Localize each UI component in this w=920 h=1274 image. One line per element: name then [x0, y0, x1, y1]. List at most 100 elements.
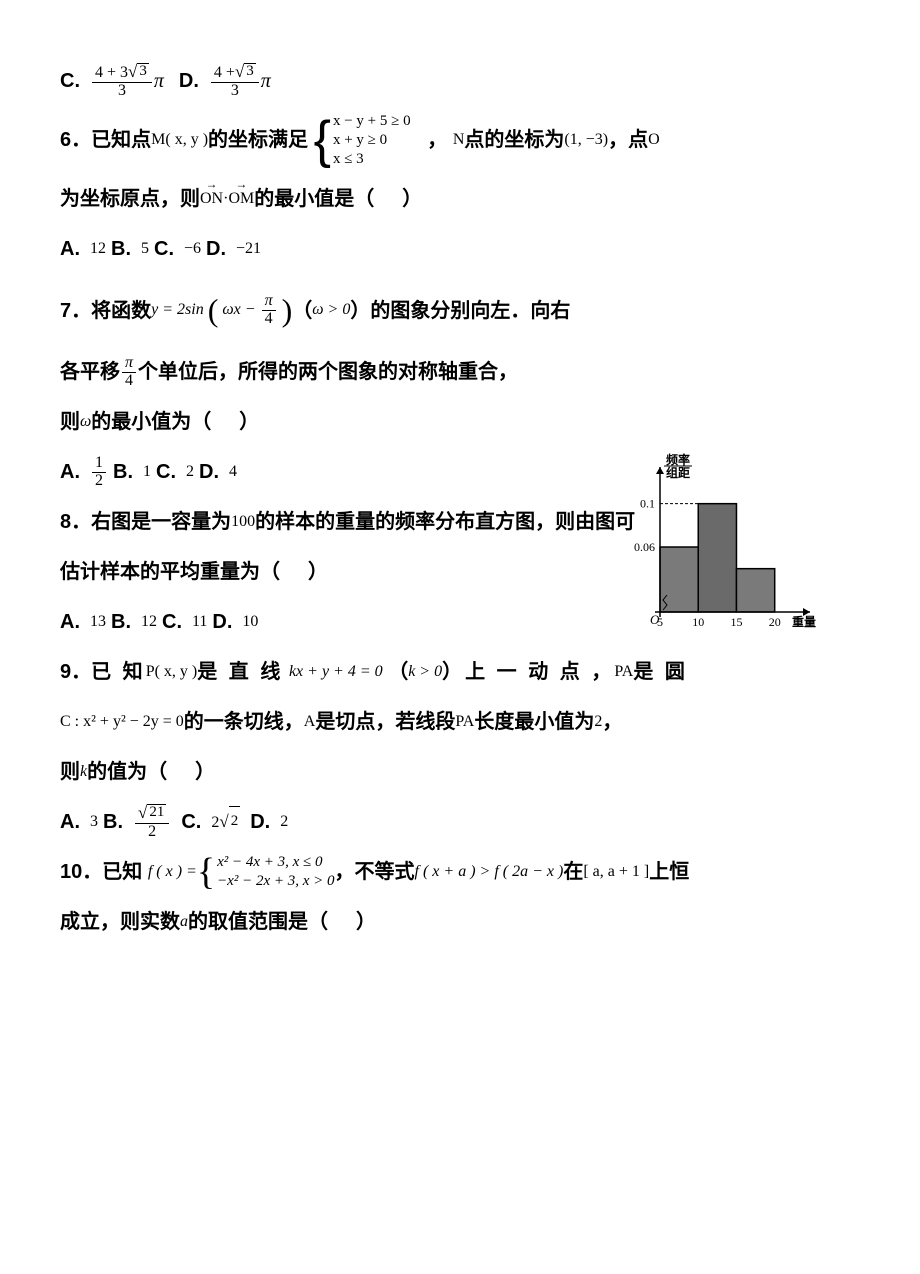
- opt-d-label: D.: [250, 803, 270, 841]
- q10-stem-2: 成立，则实数 a 的取值范围是（）: [60, 903, 860, 941]
- q6-number: 6．: [60, 121, 91, 159]
- shift-amount: π4: [122, 355, 136, 390]
- text: 是 圆: [633, 653, 688, 691]
- opt-a-label: A.: [60, 453, 80, 491]
- q8-number: 8．: [60, 503, 91, 541]
- text: 在: [563, 853, 583, 891]
- k-var: k: [80, 757, 87, 787]
- q9-stem-3: 则 k 的值为（）: [60, 753, 860, 791]
- svg-text:0.1: 0.1: [640, 497, 655, 511]
- text: 的样本的重量的频率分布直方图，则由图可: [255, 503, 635, 541]
- text: 是 直 线: [197, 653, 283, 691]
- opt-a-value: 12: [92, 455, 106, 490]
- opt-b-label: B.: [111, 230, 131, 268]
- text: （: [292, 292, 312, 330]
- text: ）: [239, 403, 259, 441]
- text: ，: [602, 703, 622, 741]
- text: 长度最小值为: [474, 703, 594, 741]
- text: ，不等式: [335, 853, 415, 891]
- opt-b-label: B.: [111, 603, 131, 641]
- opt-d-label: D.: [179, 62, 199, 100]
- vector-on: ON: [200, 184, 223, 214]
- text: 右图是一容量为: [91, 503, 231, 541]
- q7-stem-2: 各平移 π4 个单位后，所得的两个图象的对称轴重合，: [60, 353, 660, 391]
- opt-d-label: D.: [199, 453, 219, 491]
- text: ）的图象分别向左．向右: [350, 292, 570, 330]
- pi-symbol: π: [154, 62, 164, 100]
- point-n: N: [453, 125, 465, 155]
- opt-c-label: C.: [156, 453, 176, 491]
- text: 为坐标原点，则: [60, 180, 200, 218]
- svg-text:20: 20: [769, 615, 781, 629]
- text: 是切点，若线段: [315, 703, 455, 741]
- opt-d-value: 10: [242, 607, 258, 637]
- opt-a-label: A.: [60, 603, 80, 641]
- opt-a-value: 12: [90, 234, 106, 264]
- function-expr: y = 2sin ( ωx − π4 ): [151, 280, 292, 341]
- text: 的最小值为（: [91, 403, 211, 441]
- opt-c-value: 2: [186, 457, 194, 487]
- line-eq: kx + y + 4 = 0: [289, 657, 383, 687]
- q9-options: A. 3 B. 212 C. 22 D. 2: [60, 803, 860, 841]
- text: 已 知: [91, 653, 146, 691]
- text: 点的坐标为: [464, 121, 564, 159]
- point-p: P( x, y ): [146, 657, 198, 687]
- text: 已知点: [91, 121, 151, 159]
- opt-d-value: −21: [236, 234, 261, 264]
- text: 已知: [102, 853, 142, 891]
- a-var: a: [180, 907, 188, 937]
- sample-size: 100: [231, 507, 255, 537]
- opt-c-value: 11: [192, 607, 207, 637]
- text: （: [388, 653, 408, 691]
- text: ）上 一 动 点 ，: [442, 653, 614, 691]
- opt-c-value: 22: [211, 806, 240, 838]
- opt-c-value: 4 + 33 3: [92, 63, 152, 100]
- text: ）: [195, 753, 215, 791]
- segment-pa-2: PA: [455, 707, 474, 737]
- opt-d-value: 2: [280, 807, 288, 837]
- opt-b-value: 212: [135, 804, 169, 841]
- text: 的最小值是（: [254, 180, 374, 218]
- text: 的值为（: [87, 753, 167, 791]
- text: 估计样本的平均重量为（: [60, 553, 280, 591]
- min-value: 2: [594, 707, 602, 737]
- text: ）: [308, 553, 328, 591]
- opt-b-label: B.: [103, 803, 123, 841]
- q6-stem-2: 为坐标原点，则 ON · OM 的最小值是（）: [60, 180, 860, 218]
- q5-options-cd: C. 4 + 33 3 π D. 4 +3 3 π: [60, 62, 860, 100]
- k-condition: k > 0: [408, 657, 442, 687]
- q10-stem: 10． 已知 f ( x ) = { x² − 4x + 3, x ≤ 0 −x…: [60, 853, 860, 891]
- text: 上恒: [649, 853, 689, 891]
- opt-a-value: 3: [90, 807, 98, 837]
- opt-a-label: A.: [60, 803, 80, 841]
- svg-text:组距: 组距: [666, 465, 690, 480]
- text: ，点: [608, 121, 648, 159]
- q7-stem-3: 则 ω 的最小值为（）: [60, 403, 860, 441]
- opt-d-value: 4: [229, 457, 237, 487]
- svg-text:10: 10: [692, 615, 704, 629]
- inequality: f ( x + a ) > f ( 2a − x ): [415, 857, 564, 887]
- n-coord: (1, −3): [564, 125, 608, 155]
- interval: [ a, a + 1 ]: [583, 857, 649, 887]
- opt-b-value: 5: [141, 234, 149, 264]
- histogram-chart: 0.060.15101520O频率组距重量: [615, 452, 825, 642]
- vector-om: OM: [228, 184, 254, 214]
- pi-symbol-2: π: [261, 62, 271, 100]
- piecewise-fn: f ( x ) = { x² − 4x + 3, x ≤ 0 −x² − 2x …: [148, 853, 335, 891]
- opt-c-value: −6: [184, 234, 201, 264]
- opt-b-label: B.: [113, 453, 133, 491]
- opt-b-value: 12: [141, 607, 157, 637]
- circle-eq: C : x² + y² − 2y = 0: [60, 707, 184, 737]
- point-a: A: [304, 707, 316, 737]
- omega-condition: ω > 0: [312, 295, 350, 325]
- q9-number: 9．: [60, 653, 91, 691]
- text: 的取值范围是（: [188, 903, 328, 941]
- opt-a-value: 13: [90, 607, 106, 637]
- q9-stem-2: C : x² + y² − 2y = 0 的一条切线， A 是切点，若线段 PA…: [60, 703, 860, 741]
- text: 则: [60, 403, 80, 441]
- text: 个单位后，所得的两个图象的对称轴重合，: [138, 353, 518, 391]
- q10-number: 10．: [60, 853, 102, 891]
- text: 成立，则实数: [60, 903, 180, 941]
- q9-stem: 9． 已 知 P( x, y ) 是 直 线 kx + y + 4 = 0 （ …: [60, 653, 850, 691]
- opt-d-label: D.: [212, 603, 232, 641]
